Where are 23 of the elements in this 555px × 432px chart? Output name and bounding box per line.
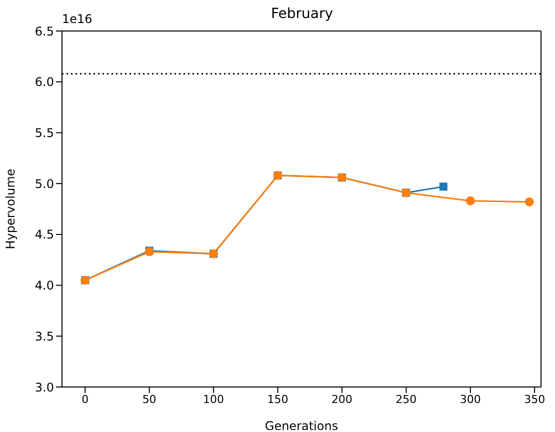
y-tick-label: 3.5 bbox=[34, 329, 54, 344]
y-tick-label: 4.0 bbox=[34, 278, 54, 293]
x-tick-label: 350 bbox=[524, 392, 546, 406]
y-axis-title: Hypervolume bbox=[3, 168, 18, 250]
x-tick-label: 100 bbox=[203, 392, 224, 406]
point bbox=[524, 197, 534, 206]
y-tick-label: 4.5 bbox=[34, 228, 54, 242]
point bbox=[439, 182, 448, 191]
x-tick-label: 150 bbox=[267, 392, 288, 406]
point bbox=[466, 196, 475, 206]
y-tick-label: 5.5 bbox=[34, 126, 54, 140]
y-tick-label: 5.0 bbox=[34, 176, 54, 191]
x-tick-label: 0 bbox=[82, 392, 89, 406]
y-tick-label: 6.5 bbox=[34, 24, 54, 38]
chart-title: February bbox=[270, 6, 334, 22]
x-tick-label: 200 bbox=[331, 392, 352, 406]
x-axis-title: Generations bbox=[264, 419, 338, 432]
x-tick-label: 300 bbox=[460, 392, 481, 406]
x-tick-label: 250 bbox=[396, 392, 417, 406]
text: 1e16 bbox=[62, 12, 92, 26]
x-tick-label: 50 bbox=[142, 392, 156, 406]
y-tick-label: 3.0 bbox=[34, 380, 54, 394]
y-tick-label: 6.0 bbox=[34, 75, 54, 90]
